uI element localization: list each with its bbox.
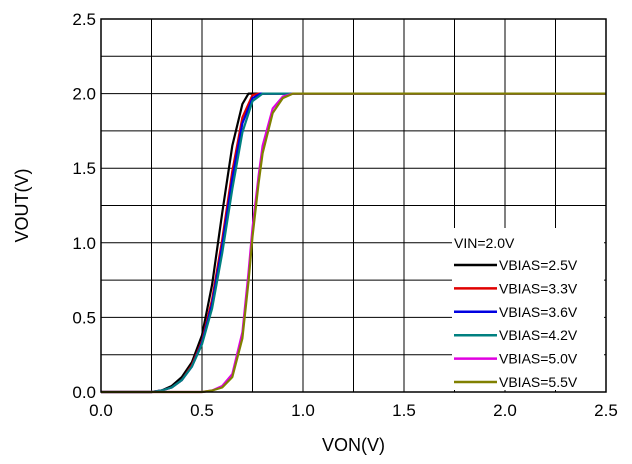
plot-frame xyxy=(100,18,607,393)
y-tick-label: 1.5 xyxy=(72,159,96,178)
series-line xyxy=(101,92,606,394)
y-tick-label: 0.0 xyxy=(72,383,96,402)
legend-items: VBIAS=2.5V VBIAS=3.3V VBIAS=3.6V VBIAS=4.2V… xyxy=(454,257,578,390)
legend-label: VBIAS=3.6V xyxy=(499,304,578,320)
legend-label: VBIAS=5.0V xyxy=(499,351,578,367)
x-tick-labels: 0.0 0.5 1.0 1.5 2.0 2.5 xyxy=(89,401,618,420)
x-tick-label: 2.0 xyxy=(493,401,517,420)
y-tick-labels: 0.0 0.5 1.0 1.5 2.0 2.5 xyxy=(72,10,96,402)
x-tick-label: 1.5 xyxy=(392,401,416,420)
legend-label: VBIAS=2.5V xyxy=(499,257,578,273)
x-tick-label: 0.0 xyxy=(89,401,113,420)
legend: VIN=2.0V VBIAS=2.5VVBIAS=3.3VVBIAS=3.6VV… xyxy=(452,228,604,390)
series-layer xyxy=(101,92,606,394)
series-line xyxy=(101,92,606,394)
y-axis-title: VOUT(V) xyxy=(12,169,32,243)
legend-label: VBIAS=3.3V xyxy=(499,280,578,296)
x-tick-label: 1.0 xyxy=(291,401,315,420)
y-tick-label: 2.5 xyxy=(72,10,96,29)
x-tick-label: 2.5 xyxy=(594,401,618,420)
legend-label: VBIAS=4.2V xyxy=(499,327,578,343)
y-tick-label: 0.5 xyxy=(72,308,96,327)
legend-box xyxy=(452,228,604,390)
y-tick-label: 1.0 xyxy=(72,234,96,253)
legend-title: VIN=2.0V xyxy=(454,235,515,251)
x-axis-title: VON(V) xyxy=(322,435,385,455)
y-tick-label: 2.0 xyxy=(72,85,96,104)
x-tick-label: 0.5 xyxy=(190,401,214,420)
legend-label: VBIAS=5.5V xyxy=(499,374,578,390)
